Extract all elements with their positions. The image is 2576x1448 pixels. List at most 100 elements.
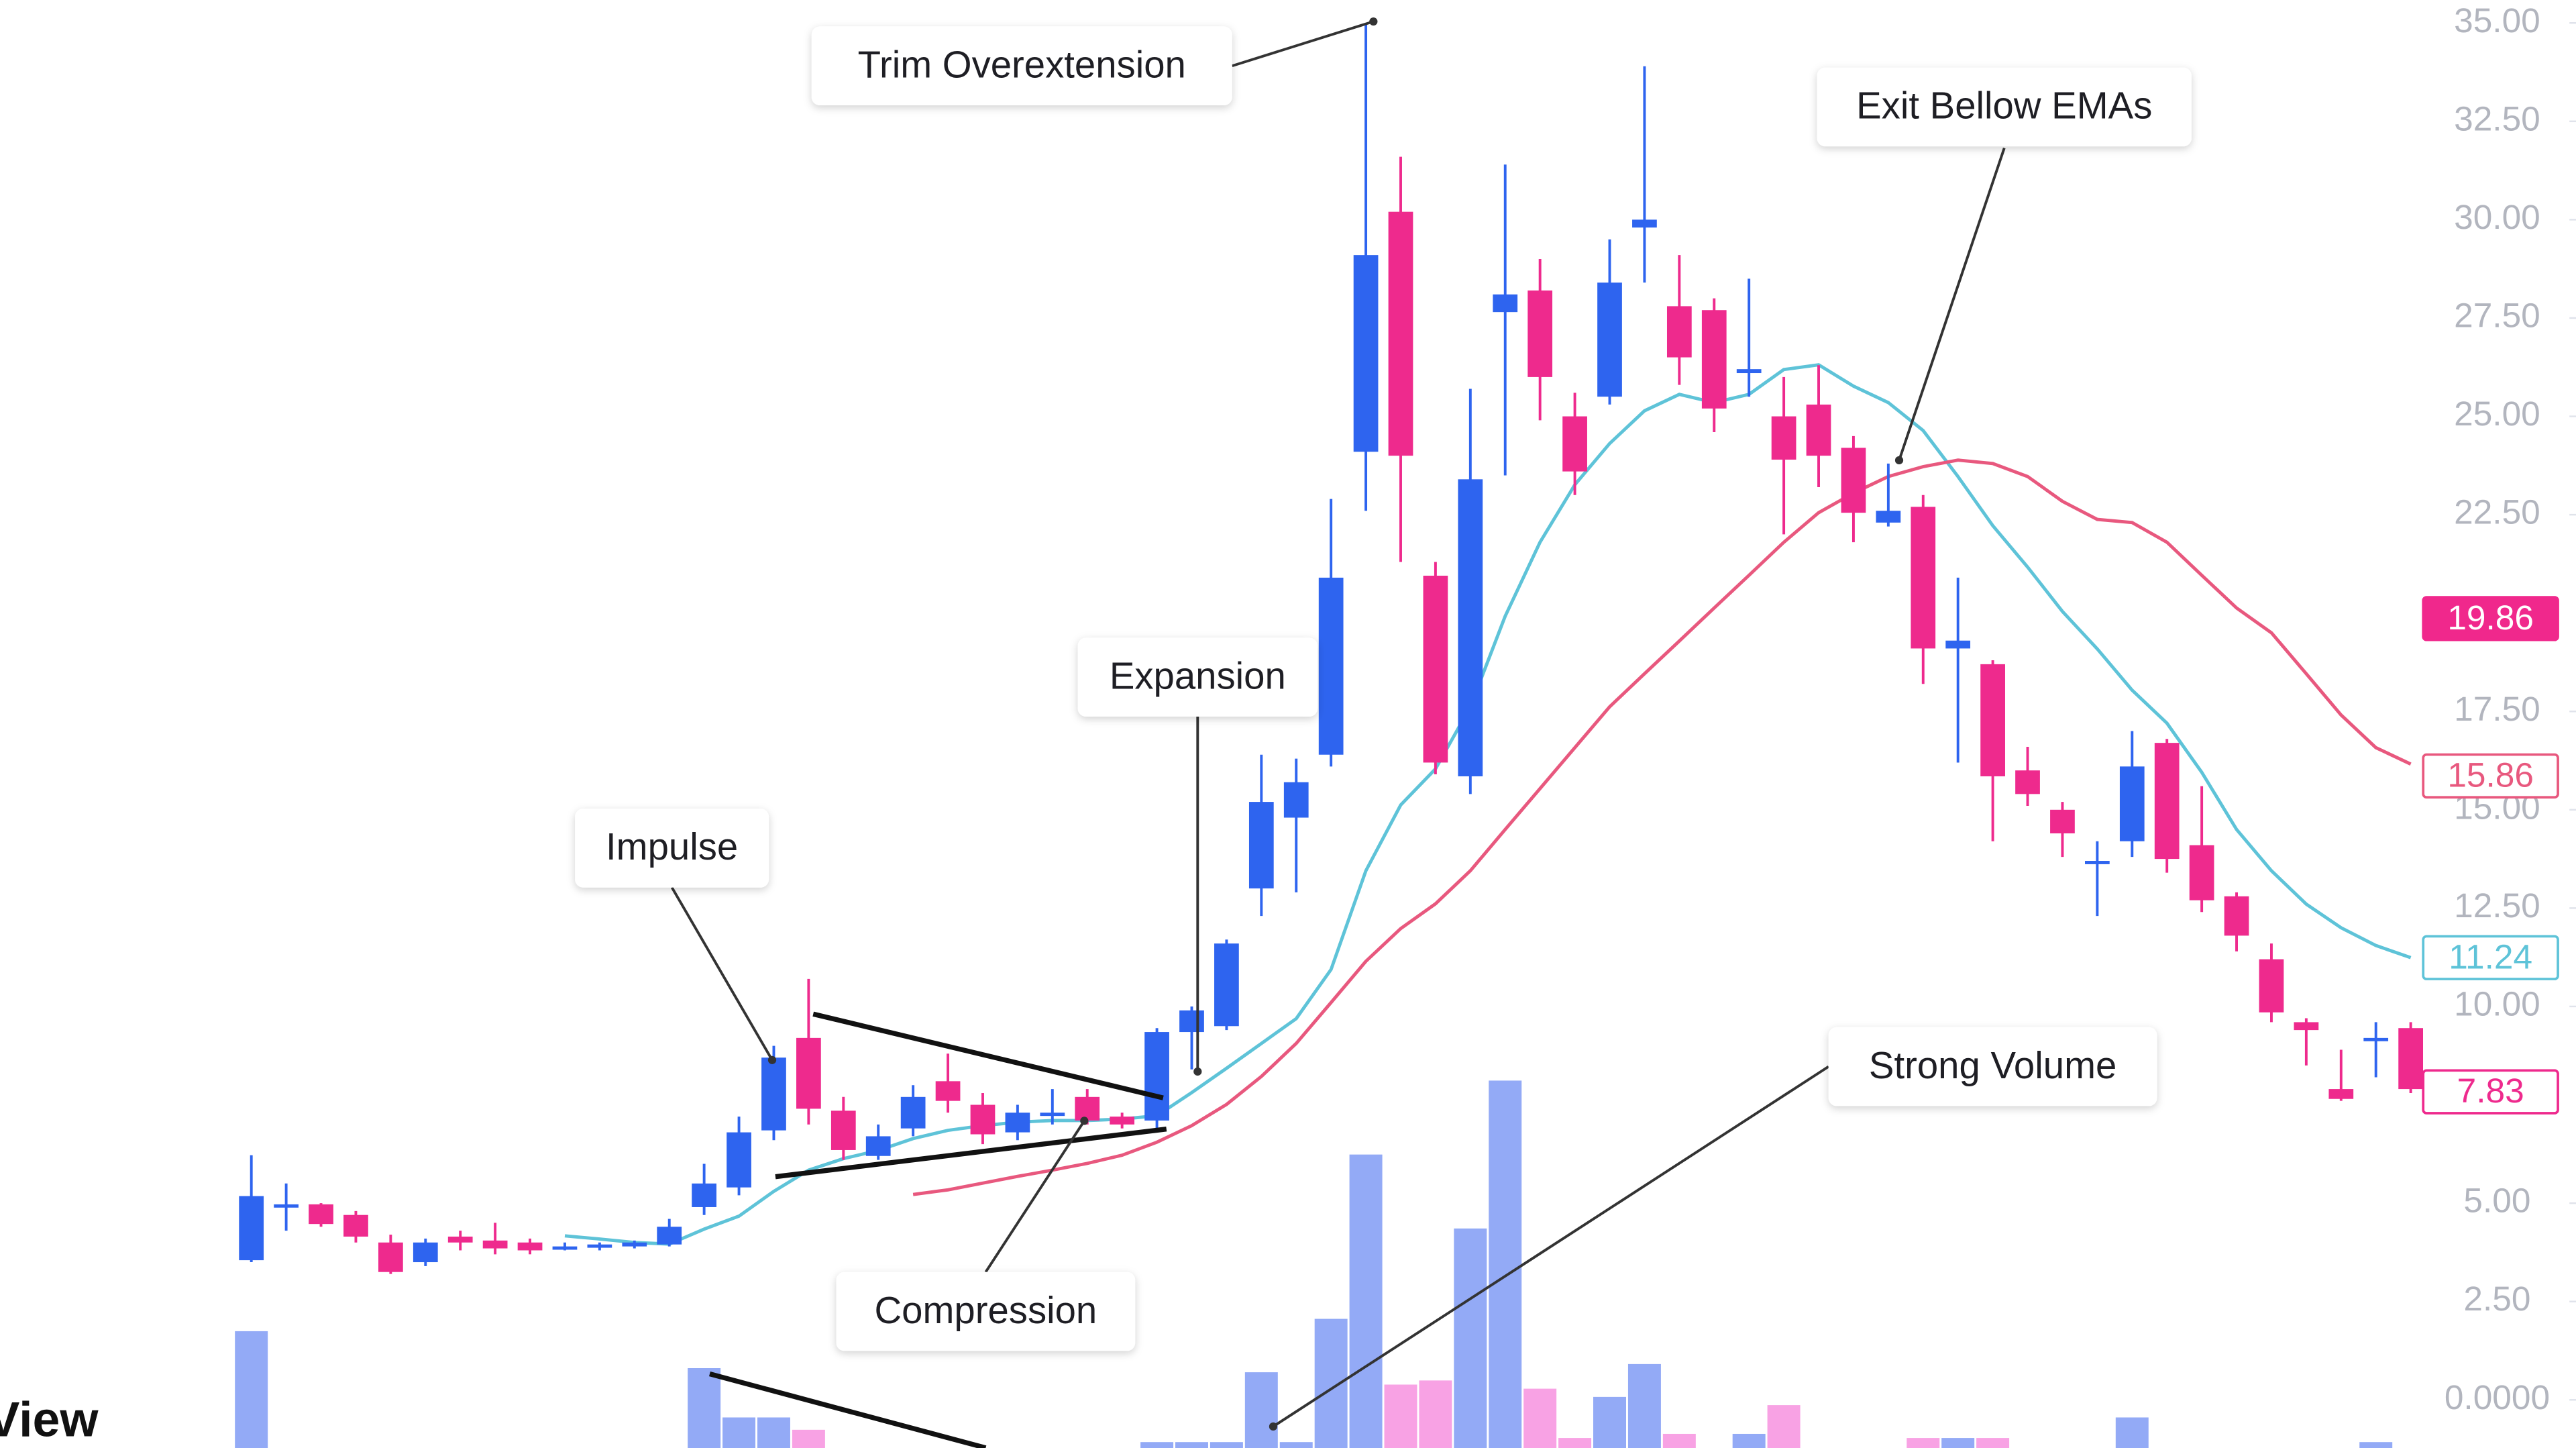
candle-body (1806, 404, 1831, 456)
annotation-dot (1193, 1067, 1202, 1076)
volume-bar (1175, 1442, 1208, 1448)
candle-body (1248, 802, 1274, 889)
price-label-box (2422, 935, 2559, 980)
candle-body (622, 1242, 647, 1247)
candle-body (1214, 943, 1239, 1027)
candle-body (1179, 1010, 1204, 1033)
volume-bar (1244, 1372, 1278, 1448)
candle-body (1527, 290, 1553, 377)
volume-bar (1210, 1442, 1243, 1448)
candle-body (1458, 479, 1483, 776)
volume-bar (1384, 1384, 1417, 1448)
annotation-box (1817, 67, 2192, 147)
price-label-box (2422, 596, 2559, 641)
annotation-leader (1898, 148, 2006, 461)
annotation-box (811, 26, 1232, 105)
candle-body (2119, 766, 2145, 841)
price-axis: 35.0032.5030.0027.5025.0022.5017.5015.00… (2422, 1, 2576, 1416)
candle-body (274, 1204, 299, 1208)
candle-body (2085, 861, 2110, 864)
volume-bar (1489, 1080, 1522, 1448)
volume-bar (1454, 1228, 1487, 1448)
candle-body (692, 1183, 716, 1207)
annotation-box (836, 1272, 1136, 1351)
candle-body (2154, 743, 2180, 860)
candle-body (1736, 369, 1762, 374)
candle-body (343, 1214, 368, 1237)
volume-bar (2115, 1417, 2149, 1448)
candle-body (1005, 1113, 1030, 1133)
candle-body (865, 1136, 891, 1156)
volume-bar (1941, 1438, 1975, 1448)
price-label-box (2422, 1069, 2559, 1115)
candle-body (1318, 577, 1344, 755)
candle-body (935, 1081, 961, 1101)
volume-bar (2359, 1442, 2393, 1448)
trendline (812, 1011, 1164, 1100)
y-tick-label: 17.50 (2454, 689, 2540, 728)
candle-body (1283, 782, 1309, 818)
trendline (709, 1372, 987, 1448)
candle-body (796, 1037, 821, 1109)
annotation-layer: Trim Overextension Exit Bellow EMAs Expans… (575, 17, 2192, 1431)
candle-body (657, 1227, 682, 1245)
candle-body (1945, 640, 1971, 649)
candle-body (309, 1204, 333, 1225)
candle-body (2398, 1028, 2423, 1090)
candle-body (1388, 211, 1413, 456)
volume-bar (1314, 1318, 1348, 1448)
y-tick-label: 5.00 (2463, 1181, 2530, 1220)
annotation-dot (1269, 1422, 1278, 1431)
annotation-text: Compression (875, 1289, 1097, 1331)
candle-body (1597, 282, 1622, 397)
annotation-leader (1272, 1065, 1829, 1428)
price-label-box (2422, 753, 2559, 799)
price-label: 15.86 (2447, 755, 2534, 794)
volume-bar (1976, 1438, 2010, 1448)
y-tick-label: 2.50 (2463, 1279, 2530, 1318)
candle-body (447, 1236, 473, 1243)
annotation-dot (767, 1055, 777, 1064)
annotation-text: Trim Overextension (858, 44, 1186, 86)
volume-bar (1907, 1438, 1940, 1448)
candle-body (482, 1240, 508, 1249)
price-layer (239, 23, 2423, 1274)
candle-body (2189, 845, 2214, 900)
candle-body (587, 1244, 612, 1248)
watermark: View (0, 1391, 99, 1447)
volume-bar (757, 1417, 790, 1448)
volume-bar (688, 1368, 721, 1448)
candle-body (1110, 1117, 1135, 1125)
volume-bar (1767, 1405, 1801, 1448)
candle-body (239, 1196, 264, 1261)
candle-body (1841, 448, 1866, 513)
candle-body (970, 1104, 996, 1135)
y-tick-label: 25.00 (2454, 394, 2540, 433)
annotation-box (1077, 637, 1318, 717)
candle-body (517, 1242, 543, 1251)
volume-bar (1627, 1363, 1661, 1448)
candle-body (1911, 507, 1936, 649)
candle-body (1701, 310, 1727, 409)
annotation-text: Exit Bellow EMAs (1856, 85, 2152, 127)
candle-body (1876, 511, 1901, 523)
candle-body (1423, 575, 1448, 763)
volume-bar (722, 1417, 756, 1448)
candle-body (552, 1246, 578, 1250)
price-label: 11.24 (2449, 937, 2532, 976)
candle-body (727, 1132, 751, 1188)
annotation-dot (1369, 17, 1378, 26)
candle-body (2259, 959, 2284, 1013)
annotation-text: Strong Volume (1869, 1044, 2116, 1086)
candle-body (1632, 219, 1657, 228)
annotation-leader (1232, 20, 1374, 68)
volume-bar (1732, 1433, 1766, 1448)
candle-body (761, 1057, 786, 1131)
candle-body (1562, 416, 1587, 472)
ema-line (912, 458, 2412, 1196)
annotation-leader (670, 886, 773, 1061)
y-tick-label: 22.50 (2454, 493, 2540, 531)
candle-body (2328, 1089, 2354, 1099)
